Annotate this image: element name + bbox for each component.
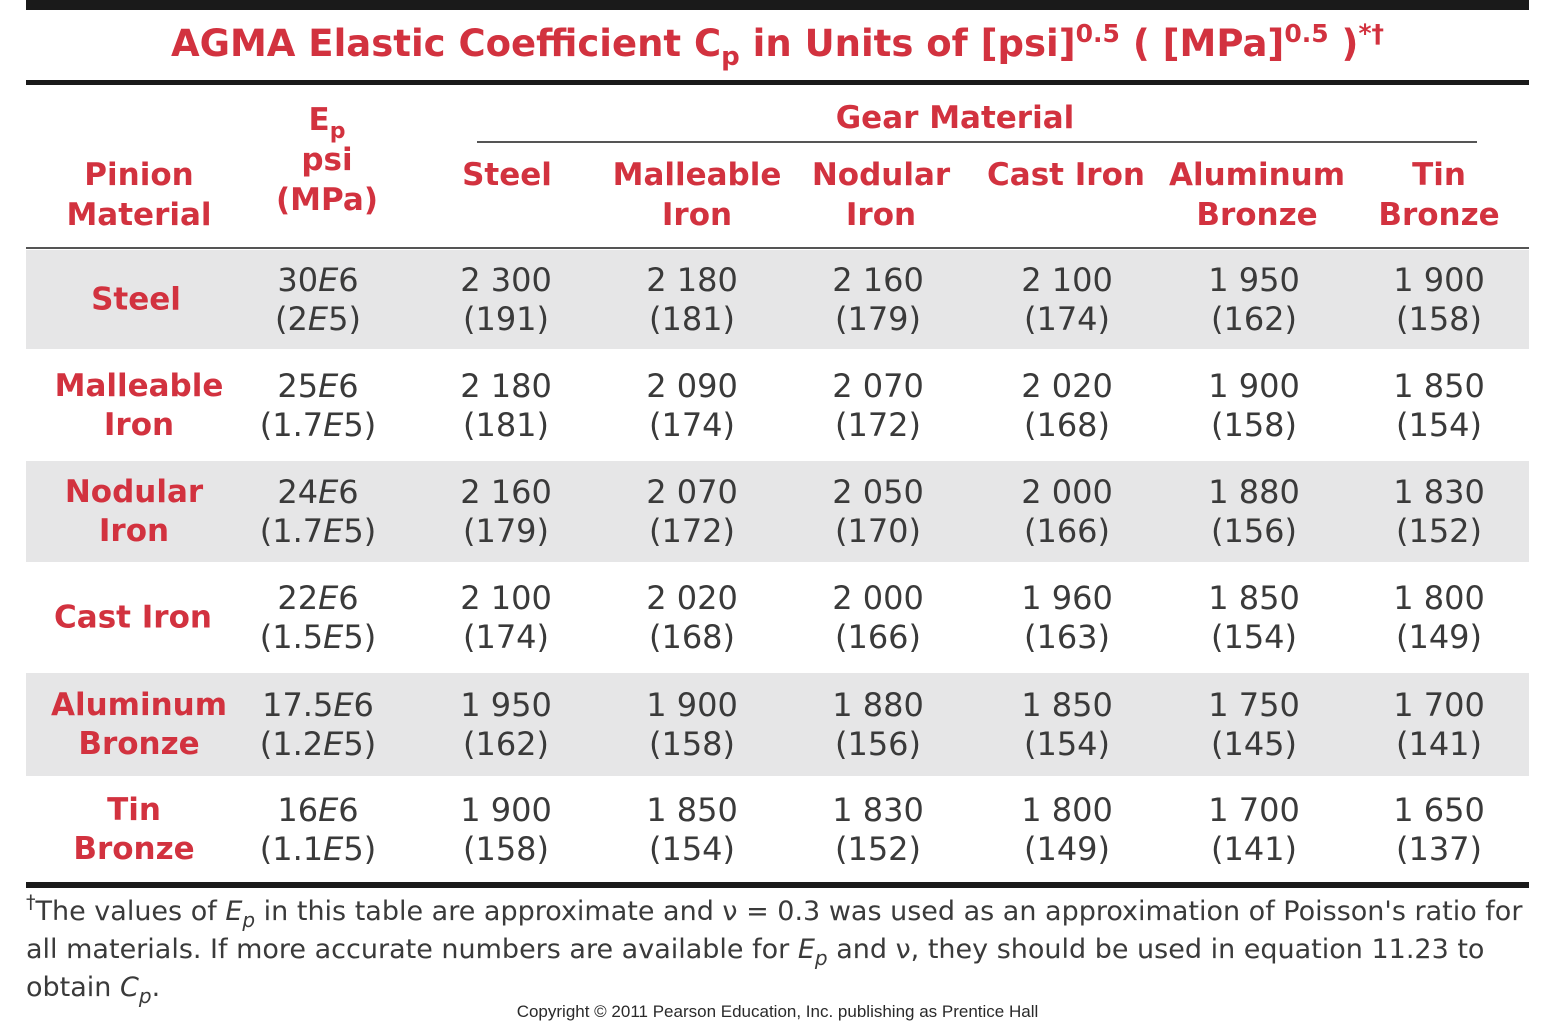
- footnote: †The values of Ep in this table are appr…: [26, 891, 1523, 1008]
- pinion-name: Malleable Iron: [54, 367, 224, 443]
- cp-value: 2 180 (181): [646, 260, 738, 338]
- cp-value: 1 960 (163): [1021, 578, 1113, 656]
- cp-value: 2 020 (168): [646, 578, 738, 656]
- cp-value: 1 880 (156): [832, 685, 924, 763]
- cp-value: 2 300 (191): [460, 260, 552, 338]
- cp-value: 1 900 (158): [1393, 260, 1485, 338]
- header-rule: [26, 247, 1529, 249]
- cp-value: 1 850 (154): [1208, 578, 1300, 656]
- ep-value: 24E6 (1.7E5): [259, 472, 377, 550]
- cp-value: 2 100 (174): [460, 578, 552, 656]
- header-ep: Ep psi (MPa): [276, 102, 378, 218]
- ep-value: 30E6 (2E5): [275, 260, 361, 338]
- top-rule: [26, 0, 1529, 10]
- pinion-name: Tin Bronze: [73, 791, 195, 867]
- cp-value: 1 800 (149): [1021, 790, 1113, 868]
- cp-value: 1 850 (154): [646, 790, 738, 868]
- header-col-tin-bronze: Tin Bronze: [1378, 157, 1500, 233]
- ep-value: 25E6 (1.7E5): [259, 366, 377, 444]
- cp-value: 1 650 (137): [1393, 790, 1485, 868]
- cp-value: 1 900 (158): [460, 790, 552, 868]
- cp-value: 1 900 (158): [646, 685, 738, 763]
- title-rule: [26, 80, 1529, 85]
- cp-value: 2 180 (181): [460, 366, 552, 444]
- header-col-cast-iron: Cast Iron: [987, 157, 1145, 193]
- cp-value: 1 900 (158): [1208, 366, 1300, 444]
- cp-value: 1 750 (145): [1208, 685, 1300, 763]
- cp-value: 1 830 (152): [832, 790, 924, 868]
- cp-value: 2 160 (179): [460, 472, 552, 550]
- table-row: Steel 30E6 (2E5) 2 300 (191) 2 180 (181) 2 …: [26, 250, 1529, 349]
- cp-value: 2 000 (166): [1021, 472, 1113, 550]
- cp-value: 1 950 (162): [1208, 260, 1300, 338]
- cp-value: 2 070 (172): [832, 366, 924, 444]
- cp-value: 1 700 (141): [1208, 790, 1300, 868]
- pinion-name: Steel: [91, 281, 181, 317]
- pinion-name: Aluminum Bronze: [50, 686, 228, 762]
- cp-value: 2 070 (172): [646, 472, 738, 550]
- header-col-aluminum-bronze: Aluminum Bronze: [1168, 157, 1346, 233]
- table-row: Malleable Iron 25E6 (1.7E5) 2 180 (181) 2 0…: [26, 356, 1529, 455]
- cp-value: 1 950 (162): [460, 685, 552, 763]
- table-row: Aluminum Bronze 17.5E6 (1.2E5) 1 950 (162) …: [26, 673, 1529, 776]
- copyright-notice: Copyright © 2011 Pearson Education, Inc.…: [516, 1002, 1039, 1021]
- gear-material-rule: [477, 141, 1477, 143]
- bottom-rule: [26, 882, 1529, 888]
- cp-value: 2 100 (174): [1021, 260, 1113, 338]
- cp-value: 1 850 (154): [1393, 366, 1485, 444]
- header-col-nodular-iron: Nodular Iron: [811, 157, 951, 233]
- table-row: Nodular Iron 24E6 (1.7E5) 2 160 (179) 2 070…: [26, 461, 1529, 562]
- ep-value: 17.5E6 (1.2E5): [259, 685, 377, 763]
- table-row: Cast Iron 22E6 (1.5E5) 2 100 (174) 2 020 (1…: [26, 567, 1529, 668]
- cp-value: 1 880 (156): [1208, 472, 1300, 550]
- header-col-malleable-iron: Malleable Iron: [612, 157, 782, 233]
- cp-value: 2 050 (170): [832, 472, 924, 550]
- cp-value: 2 020 (168): [1021, 366, 1113, 444]
- table-title: AGMA Elastic Coefficient Cp in Units of …: [170, 19, 1385, 72]
- cp-value: 1 800 (149): [1393, 578, 1485, 656]
- table-row: Tin Bronze 16E6 (1.1E5) 1 900 (158) 1 850 (1…: [26, 779, 1529, 880]
- ep-value: 16E6 (1.1E5): [259, 790, 377, 868]
- header-col-steel: Steel: [462, 157, 552, 193]
- cp-value: 1 700 (141): [1393, 685, 1485, 763]
- cp-value: 2 090 (174): [646, 366, 738, 444]
- header-pinion-material: Pinion Material: [66, 157, 212, 233]
- pinion-name: Cast Iron: [54, 599, 212, 635]
- cp-value: 2 000 (166): [832, 578, 924, 656]
- cp-value: 2 160 (179): [832, 260, 924, 338]
- header-gear-material: Gear Material: [835, 100, 1075, 136]
- cp-value: 1 830 (152): [1393, 472, 1485, 550]
- cp-value: 1 850 (154): [1021, 685, 1113, 763]
- pinion-name: Nodular Iron: [64, 473, 204, 549]
- ep-value: 22E6 (1.5E5): [259, 578, 377, 656]
